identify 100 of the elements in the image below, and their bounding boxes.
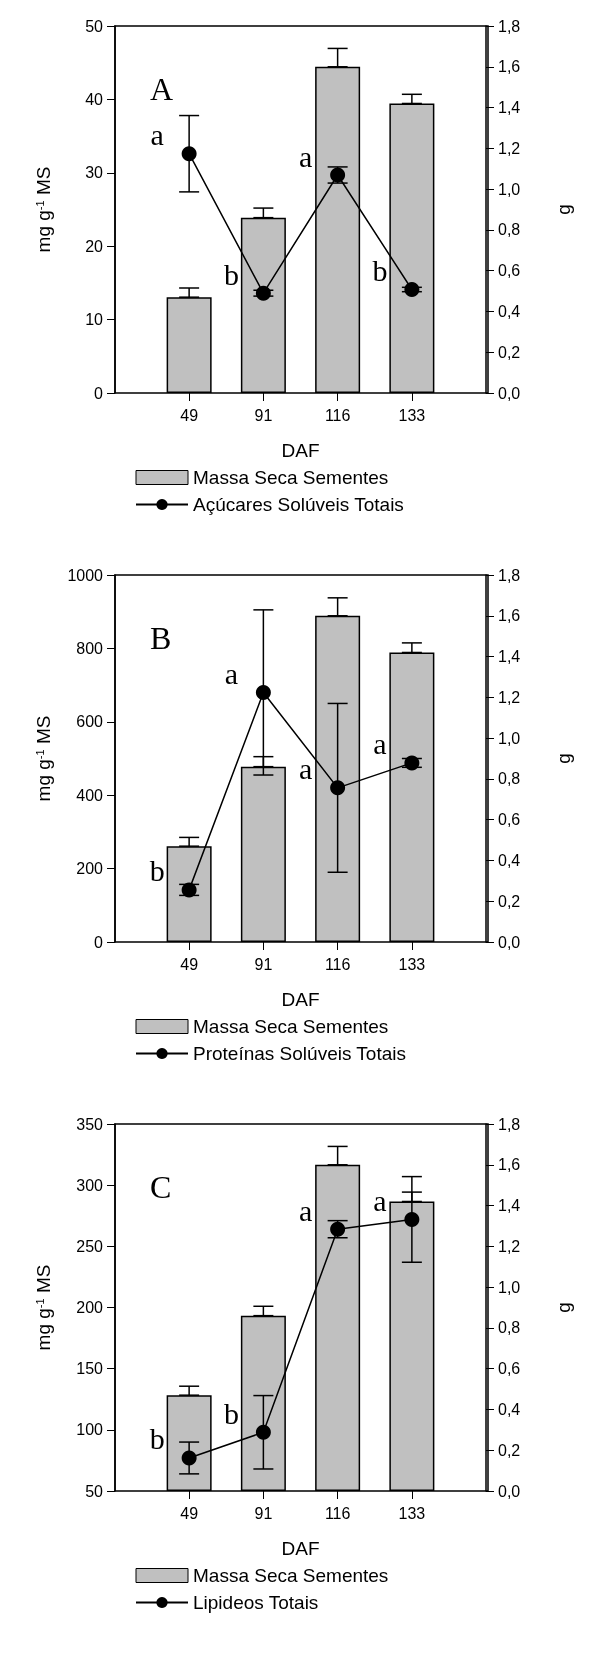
y2-tick-label: 0,0 xyxy=(498,1482,521,1500)
y-tick-label: 0 xyxy=(94,933,104,951)
x-tick-label: 91 xyxy=(254,406,273,424)
y-tick-label: 400 xyxy=(76,786,104,804)
annotation: b xyxy=(223,1396,239,1430)
y-tick-label: 800 xyxy=(76,639,104,657)
y-tick-label: 250 xyxy=(76,1237,104,1255)
y2-tick-label: 0,8 xyxy=(498,1319,521,1337)
annotation: b xyxy=(372,254,388,288)
x-tick-label: 133 xyxy=(398,1504,426,1522)
y2-tick-label: 0,0 xyxy=(498,933,521,951)
y-axis-title: mg g-1 MS xyxy=(33,166,54,253)
y-tick-label: 10 xyxy=(85,311,104,329)
y-tick-label: 50 xyxy=(85,1482,104,1500)
y2-tick-label: 0,4 xyxy=(498,851,521,869)
y-tick-label: 40 xyxy=(85,90,104,108)
y2-tick-label: 0,6 xyxy=(498,262,521,280)
x-axis-title: DAF xyxy=(281,1538,320,1559)
y2-tick-label: 1,2 xyxy=(498,1237,521,1255)
y2-tick-label: 1,6 xyxy=(498,1156,521,1174)
x-tick-label: 49 xyxy=(180,955,199,973)
y2-tick-label: 1,2 xyxy=(498,688,521,706)
y-tick-label: 100 xyxy=(76,1421,104,1439)
y2-tick-label: 0,2 xyxy=(498,1441,521,1459)
text: C xyxy=(150,1169,172,1205)
point xyxy=(255,1424,271,1440)
y-tick-label: 150 xyxy=(76,1360,104,1378)
annotation: a xyxy=(298,752,313,786)
legend-label: Massa Seca Sementes xyxy=(193,1565,389,1586)
y2-axis-title: g xyxy=(553,1302,574,1313)
y-tick-label: 20 xyxy=(85,237,104,255)
y-tick-label: 200 xyxy=(76,1299,104,1316)
y2-tick-label: 1,4 xyxy=(498,99,521,117)
legend-label: Lipideos Totais xyxy=(193,1592,319,1613)
text: B xyxy=(150,620,172,656)
x-tick-label: 49 xyxy=(180,1504,199,1522)
point xyxy=(255,285,271,301)
annotation: a xyxy=(373,727,387,761)
y2-axis-title: g xyxy=(553,204,574,215)
y2-tick-label: 1,0 xyxy=(498,729,521,747)
text: A xyxy=(150,71,174,107)
y2-tick-label: 1,4 xyxy=(498,1197,521,1215)
point xyxy=(330,167,346,183)
y2-tick-label: 0,4 xyxy=(498,1400,521,1418)
annotation: a xyxy=(373,1183,387,1217)
y-tick-label: 350 xyxy=(76,1115,104,1133)
y2-tick-label: 1,4 xyxy=(498,648,521,666)
x-tick-label: 133 xyxy=(398,406,426,424)
y2-tick-label: 1,0 xyxy=(498,1278,521,1296)
x-tick-label: 116 xyxy=(324,955,351,973)
y2-tick-label: 1,6 xyxy=(498,58,521,76)
y2-tick-label: 0,6 xyxy=(498,811,521,829)
y2-axis-title: g xyxy=(553,753,574,764)
y2-tick-label: 0,0 xyxy=(498,384,521,402)
annotation: b xyxy=(149,854,165,888)
annotation: a xyxy=(150,118,164,152)
y2-tick-label: 1,6 xyxy=(498,607,521,625)
annotation: b xyxy=(223,257,239,291)
legend-label: Açúcares Solúveis Totais xyxy=(193,494,404,515)
annotation: a xyxy=(298,139,313,173)
y2-tick-label: 0,6 xyxy=(498,1360,521,1378)
annotation: b xyxy=(149,1422,165,1456)
legend-label: Massa Seca Sementes xyxy=(193,467,389,488)
y2-tick-label: 1,0 xyxy=(498,180,521,198)
legend-label: Proteínas Solúveis Totais xyxy=(193,1043,406,1064)
y-tick-label: 300 xyxy=(76,1176,104,1194)
y-tick-label: 200 xyxy=(76,860,104,878)
y-tick-label: 50 xyxy=(85,17,104,35)
y2-tick-label: 1,8 xyxy=(498,566,521,584)
y-tick-label: 30 xyxy=(85,164,104,182)
x-tick-label: 49 xyxy=(180,406,199,424)
x-tick-label: 133 xyxy=(398,955,426,973)
y2-tick-label: 0,2 xyxy=(498,892,521,910)
y-tick-label: 1000 xyxy=(67,566,104,584)
y2-tick-label: 1,8 xyxy=(498,1115,521,1133)
x-tick-label: 116 xyxy=(324,406,351,424)
legend-label: Massa Seca Sementes xyxy=(193,1016,389,1037)
y-axis-title: mg g-1 MS xyxy=(33,1264,54,1351)
x-tick-label: 91 xyxy=(254,955,273,973)
point xyxy=(181,1450,197,1466)
x-tick-label: 91 xyxy=(254,1504,273,1522)
point xyxy=(255,684,271,700)
y-tick-label: 600 xyxy=(76,713,104,731)
y2-tick-label: 1,8 xyxy=(498,17,521,35)
point xyxy=(404,282,420,297)
y2-tick-label: 0,2 xyxy=(498,343,521,361)
y2-tick-label: 0,8 xyxy=(498,770,521,788)
point xyxy=(404,1211,420,1227)
y2-tick-label: 1,2 xyxy=(498,139,521,157)
annotation: a xyxy=(224,656,239,690)
point xyxy=(330,780,346,796)
x-axis-title: DAF xyxy=(281,989,320,1010)
x-axis-title: DAF xyxy=(281,440,320,461)
y2-tick-label: 0,8 xyxy=(498,221,521,239)
point xyxy=(181,146,197,162)
y2-tick-label: 0,4 xyxy=(498,302,521,320)
y-tick-label: 0 xyxy=(94,384,104,402)
annotation: a xyxy=(298,1193,313,1227)
y-axis-title: mg g-1 MS xyxy=(33,715,54,802)
x-tick-label: 116 xyxy=(324,1504,351,1522)
